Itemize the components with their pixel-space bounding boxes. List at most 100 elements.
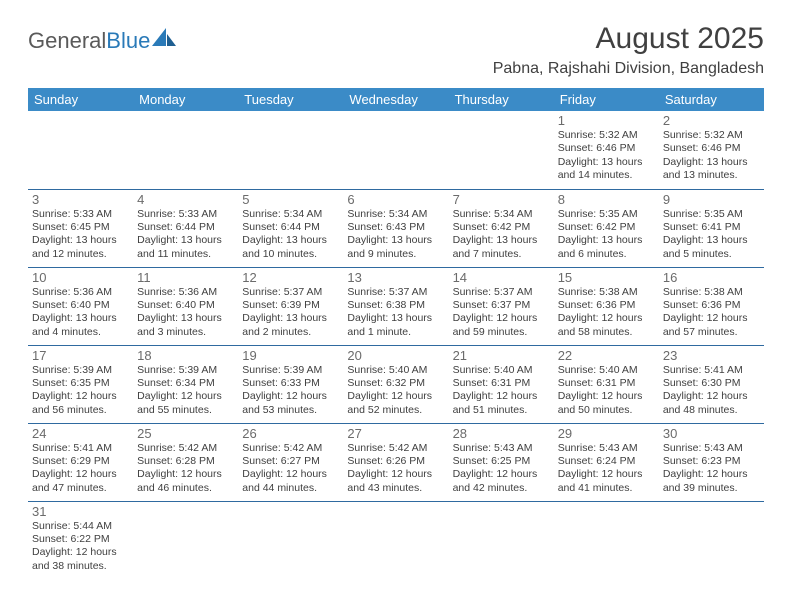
day-info: Sunrise: 5:37 AMSunset: 6:39 PMDaylight:… [242, 286, 339, 340]
sunset-line: Sunset: 6:39 PM [242, 299, 339, 312]
day-info: Sunrise: 5:34 AMSunset: 6:44 PMDaylight:… [242, 208, 339, 262]
calendar-table: SundayMondayTuesdayWednesdayThursdayFrid… [28, 88, 764, 579]
sunrise-line: Sunrise: 5:35 AM [663, 208, 760, 221]
day-info: Sunrise: 5:38 AMSunset: 6:36 PMDaylight:… [558, 286, 655, 340]
daylight-line: Daylight: 13 hours and 6 minutes. [558, 234, 655, 261]
sunset-line: Sunset: 6:41 PM [663, 221, 760, 234]
day-cell: 23Sunrise: 5:41 AMSunset: 6:30 PMDayligh… [659, 345, 764, 423]
calendar-body: 1Sunrise: 5:32 AMSunset: 6:46 PMDaylight… [28, 111, 764, 579]
daylight-line: Daylight: 12 hours and 52 minutes. [347, 390, 444, 417]
weekday-header: Sunday [28, 88, 133, 111]
day-cell: 16Sunrise: 5:38 AMSunset: 6:36 PMDayligh… [659, 267, 764, 345]
sunrise-line: Sunrise: 5:42 AM [137, 442, 234, 455]
month-title: August 2025 [493, 22, 764, 56]
daylight-line: Daylight: 13 hours and 1 minute. [347, 312, 444, 339]
sunrise-line: Sunrise: 5:33 AM [137, 208, 234, 221]
day-number: 7 [453, 192, 550, 207]
day-number: 1 [558, 113, 655, 128]
day-info: Sunrise: 5:41 AMSunset: 6:30 PMDaylight:… [663, 364, 760, 418]
sunrise-line: Sunrise: 5:42 AM [242, 442, 339, 455]
sunset-line: Sunset: 6:31 PM [558, 377, 655, 390]
day-cell: 11Sunrise: 5:36 AMSunset: 6:40 PMDayligh… [133, 267, 238, 345]
empty-cell [554, 501, 659, 579]
sunset-line: Sunset: 6:44 PM [137, 221, 234, 234]
day-info: Sunrise: 5:34 AMSunset: 6:43 PMDaylight:… [347, 208, 444, 262]
weekday-header: Friday [554, 88, 659, 111]
daylight-line: Daylight: 12 hours and 44 minutes. [242, 468, 339, 495]
sunrise-line: Sunrise: 5:37 AM [347, 286, 444, 299]
empty-cell [449, 111, 554, 189]
empty-cell [238, 501, 343, 579]
sunset-line: Sunset: 6:40 PM [137, 299, 234, 312]
sunset-line: Sunset: 6:36 PM [558, 299, 655, 312]
day-number: 9 [663, 192, 760, 207]
daylight-line: Daylight: 13 hours and 10 minutes. [242, 234, 339, 261]
day-number: 29 [558, 426, 655, 441]
day-info: Sunrise: 5:32 AMSunset: 6:46 PMDaylight:… [558, 129, 655, 183]
sunrise-line: Sunrise: 5:40 AM [347, 364, 444, 377]
day-cell: 18Sunrise: 5:39 AMSunset: 6:34 PMDayligh… [133, 345, 238, 423]
day-number: 13 [347, 270, 444, 285]
daylight-line: Daylight: 12 hours and 57 minutes. [663, 312, 760, 339]
day-info: Sunrise: 5:43 AMSunset: 6:24 PMDaylight:… [558, 442, 655, 496]
sunset-line: Sunset: 6:29 PM [32, 455, 129, 468]
weekday-header-row: SundayMondayTuesdayWednesdayThursdayFrid… [28, 88, 764, 111]
logo-word1: General [28, 28, 106, 53]
sunrise-line: Sunrise: 5:32 AM [663, 129, 760, 142]
sunrise-line: Sunrise: 5:32 AM [558, 129, 655, 142]
day-info: Sunrise: 5:39 AMSunset: 6:33 PMDaylight:… [242, 364, 339, 418]
sunrise-line: Sunrise: 5:43 AM [663, 442, 760, 455]
empty-cell [133, 501, 238, 579]
day-cell: 30Sunrise: 5:43 AMSunset: 6:23 PMDayligh… [659, 423, 764, 501]
empty-cell [28, 111, 133, 189]
day-info: Sunrise: 5:36 AMSunset: 6:40 PMDaylight:… [137, 286, 234, 340]
day-info: Sunrise: 5:40 AMSunset: 6:31 PMDaylight:… [558, 364, 655, 418]
sunrise-line: Sunrise: 5:36 AM [137, 286, 234, 299]
sunrise-line: Sunrise: 5:37 AM [242, 286, 339, 299]
sunset-line: Sunset: 6:31 PM [453, 377, 550, 390]
day-number: 25 [137, 426, 234, 441]
sunrise-line: Sunrise: 5:34 AM [347, 208, 444, 221]
daylight-line: Daylight: 13 hours and 13 minutes. [663, 156, 760, 183]
day-cell: 7Sunrise: 5:34 AMSunset: 6:42 PMDaylight… [449, 189, 554, 267]
day-number: 3 [32, 192, 129, 207]
calendar-row: 17Sunrise: 5:39 AMSunset: 6:35 PMDayligh… [28, 345, 764, 423]
sunset-line: Sunset: 6:37 PM [453, 299, 550, 312]
day-cell: 2Sunrise: 5:32 AMSunset: 6:46 PMDaylight… [659, 111, 764, 189]
sunset-line: Sunset: 6:40 PM [32, 299, 129, 312]
day-info: Sunrise: 5:35 AMSunset: 6:42 PMDaylight:… [558, 208, 655, 262]
empty-cell [133, 111, 238, 189]
daylight-line: Daylight: 12 hours and 48 minutes. [663, 390, 760, 417]
day-number: 14 [453, 270, 550, 285]
sunrise-line: Sunrise: 5:33 AM [32, 208, 129, 221]
daylight-line: Daylight: 12 hours and 51 minutes. [453, 390, 550, 417]
sunset-line: Sunset: 6:24 PM [558, 455, 655, 468]
calendar-row: 31Sunrise: 5:44 AMSunset: 6:22 PMDayligh… [28, 501, 764, 579]
weekday-header: Tuesday [238, 88, 343, 111]
sunset-line: Sunset: 6:38 PM [347, 299, 444, 312]
day-number: 30 [663, 426, 760, 441]
day-info: Sunrise: 5:36 AMSunset: 6:40 PMDaylight:… [32, 286, 129, 340]
daylight-line: Daylight: 13 hours and 9 minutes. [347, 234, 444, 261]
day-number: 8 [558, 192, 655, 207]
day-info: Sunrise: 5:38 AMSunset: 6:36 PMDaylight:… [663, 286, 760, 340]
sunset-line: Sunset: 6:33 PM [242, 377, 339, 390]
day-cell: 19Sunrise: 5:39 AMSunset: 6:33 PMDayligh… [238, 345, 343, 423]
empty-cell [659, 501, 764, 579]
sunset-line: Sunset: 6:28 PM [137, 455, 234, 468]
day-info: Sunrise: 5:42 AMSunset: 6:26 PMDaylight:… [347, 442, 444, 496]
calendar-row: 24Sunrise: 5:41 AMSunset: 6:29 PMDayligh… [28, 423, 764, 501]
logo-word2: Blue [106, 28, 150, 53]
day-cell: 14Sunrise: 5:37 AMSunset: 6:37 PMDayligh… [449, 267, 554, 345]
day-cell: 29Sunrise: 5:43 AMSunset: 6:24 PMDayligh… [554, 423, 659, 501]
day-number: 11 [137, 270, 234, 285]
calendar-row: 10Sunrise: 5:36 AMSunset: 6:40 PMDayligh… [28, 267, 764, 345]
day-number: 15 [558, 270, 655, 285]
sunrise-line: Sunrise: 5:41 AM [663, 364, 760, 377]
daylight-line: Daylight: 12 hours and 56 minutes. [32, 390, 129, 417]
sunset-line: Sunset: 6:25 PM [453, 455, 550, 468]
day-number: 31 [32, 504, 129, 519]
sunset-line: Sunset: 6:46 PM [663, 142, 760, 155]
sunset-line: Sunset: 6:26 PM [347, 455, 444, 468]
day-number: 20 [347, 348, 444, 363]
